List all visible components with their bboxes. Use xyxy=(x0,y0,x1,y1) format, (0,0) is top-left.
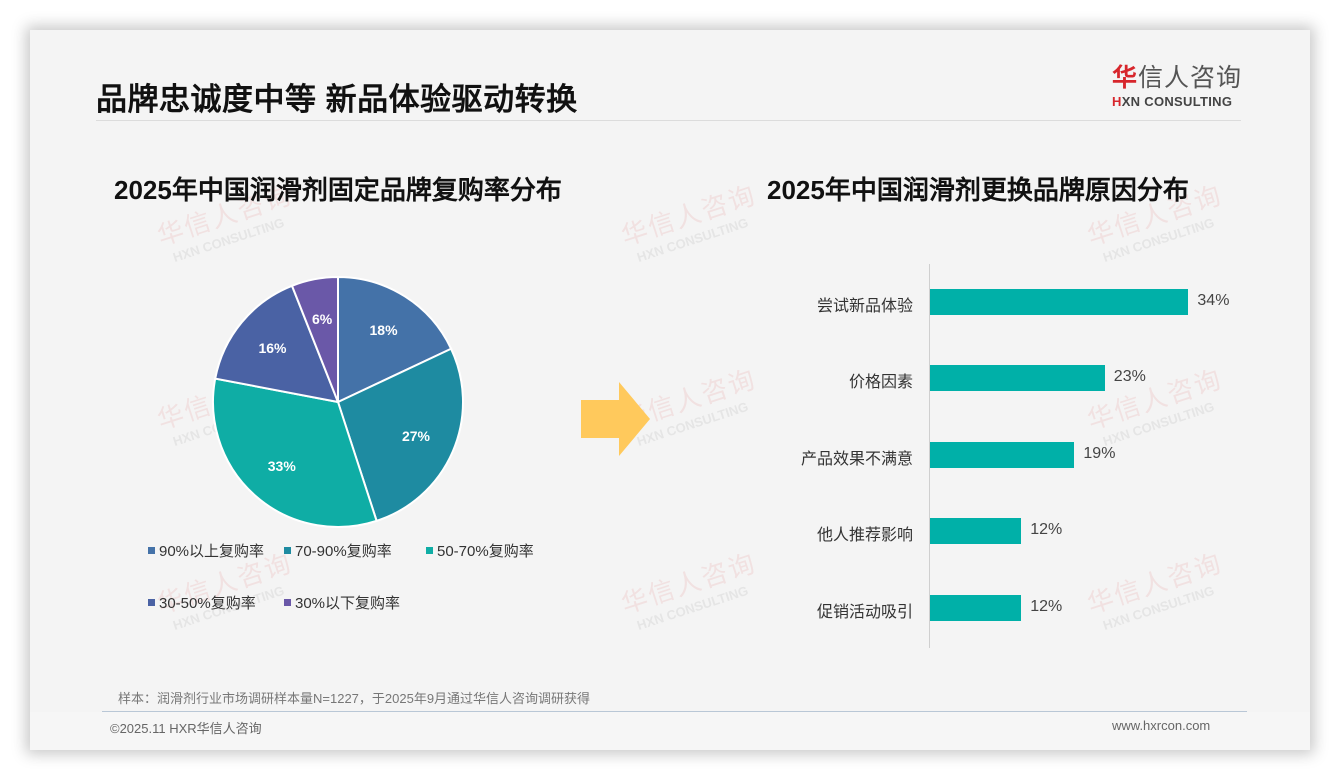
pie-chart: 18% 27% 33% 16% 6% xyxy=(210,274,466,530)
legend-swatch xyxy=(148,547,155,554)
logo-cn: 华信人咨询 xyxy=(1112,64,1242,92)
bar-row: 产品效果不满意 19% xyxy=(770,441,1290,469)
bar xyxy=(930,365,1105,391)
slide: 品牌忠诚度中等 新品体验驱动转换 华信人咨询 HXN CONSULTING 华信… xyxy=(30,30,1310,750)
legend-label: 30-50%复购率 xyxy=(159,595,256,612)
logo-en: HXN CONSULTING xyxy=(1112,94,1242,109)
logo-cn-first: 华 xyxy=(1112,64,1139,92)
bar-chart-axis xyxy=(929,264,930,648)
footer-divider xyxy=(102,711,1247,712)
bar-value-label: 34% xyxy=(1197,292,1230,309)
bar-value-label: 23% xyxy=(1113,368,1146,385)
bar-value-label: 12% xyxy=(1030,598,1063,615)
pie-chart-title: 2025年中国润滑剂固定品牌复购率分布 xyxy=(114,175,562,205)
bar-category-label: 他人推荐影响 xyxy=(816,527,913,544)
website-link[interactable]: www.hxrcon.com xyxy=(1112,718,1211,733)
bar-row: 他人推荐影响 12% xyxy=(770,517,1290,545)
bar-row: 价格因素 23% xyxy=(770,364,1290,392)
pie-slice-label: 6% xyxy=(311,310,333,327)
sample-note: 样本：润滑剂行业市场调研样本量N=1227，于2025年9月通过华信人咨询调研获… xyxy=(118,691,591,706)
legend-swatch xyxy=(148,599,155,606)
arrow-right-icon xyxy=(581,382,650,456)
legend-item: 50-70%复购率 xyxy=(426,540,534,561)
bar xyxy=(930,442,1075,468)
bar xyxy=(930,518,1022,544)
bar-chart-title: 2025年中国润滑剂更换品牌原因分布 xyxy=(767,175,1189,205)
bar-value-label: 12% xyxy=(1030,521,1063,538)
legend-label: 70-90%复购率 xyxy=(295,543,392,560)
logo-en-rest: XN CONSULTING xyxy=(1121,94,1233,109)
legend-label: 30%以下复购率 xyxy=(295,595,401,612)
legend-label: 90%以上复购率 xyxy=(159,543,265,560)
bar-category-label: 尝试新品体验 xyxy=(816,298,913,315)
pie-slice xyxy=(336,347,464,523)
logo-cn-rest: 信人咨询 xyxy=(1138,64,1243,92)
pie-slice-label: 27% xyxy=(401,427,431,444)
legend-item: 30%以下复购率 xyxy=(284,592,400,613)
copyright-text: ©2025.11 HXR华信人咨询 xyxy=(110,721,262,736)
legend-swatch xyxy=(426,547,433,554)
pie-slice-label: 16% xyxy=(258,339,287,356)
bar-category-label: 促销活动吸引 xyxy=(816,604,913,621)
legend-item: 30-50%复购率 xyxy=(148,592,256,613)
pie-slice-label: 33% xyxy=(267,457,296,474)
legend-swatch xyxy=(284,599,291,606)
legend-swatch xyxy=(284,547,291,554)
legend-label: 50-70%复购率 xyxy=(437,543,534,560)
bar xyxy=(930,289,1189,315)
bar-value-label: 19% xyxy=(1083,445,1116,462)
footer-band xyxy=(30,712,1310,750)
legend-item: 70-90%复购率 xyxy=(284,540,392,561)
company-logo: 华信人咨询 HXN CONSULTING xyxy=(1112,64,1242,109)
pie-slice xyxy=(290,275,339,403)
pie-chart-svg xyxy=(212,275,464,528)
pie-slice xyxy=(214,284,340,404)
pie-slice xyxy=(212,377,378,528)
bar-category-label: 价格因素 xyxy=(848,374,913,391)
bar-row: 尝试新品体验 34% xyxy=(770,288,1290,316)
bar-category-label: 产品效果不满意 xyxy=(800,451,913,468)
legend-item: 90%以上复购率 xyxy=(148,540,264,561)
pie-slice-label: 18% xyxy=(369,322,398,339)
pie-slice xyxy=(337,275,453,404)
header-divider xyxy=(96,120,1241,121)
bar-row: 促销活动吸引 12% xyxy=(770,594,1290,622)
logo-en-first: H xyxy=(1112,94,1122,109)
page-title: 品牌忠诚度中等 新品体验驱动转换 xyxy=(96,82,578,117)
bar xyxy=(930,595,1022,621)
